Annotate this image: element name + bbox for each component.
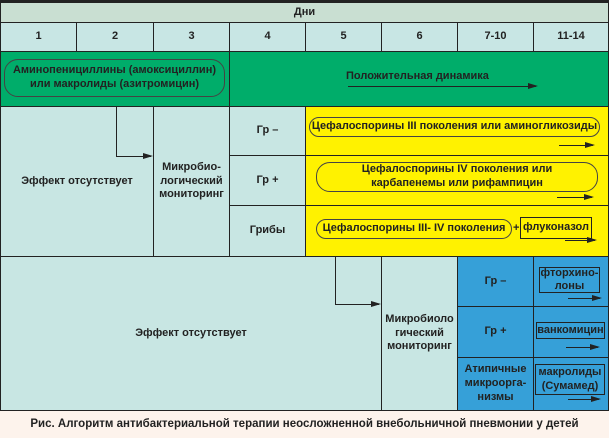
day-11-14: 11-14: [533, 22, 609, 52]
first-line-cell: [0, 51, 230, 107]
plus-sign: +: [513, 222, 520, 234]
day-7-10: 7-10: [457, 22, 534, 52]
group-gram-neg: Гр –: [229, 106, 306, 156]
fluconazole-box: флуконазол: [520, 217, 592, 239]
no-effect-cell-1: Эффект отсутствует: [0, 106, 154, 257]
day-5: 5: [305, 22, 382, 52]
therapy-macrolides: макролиды (Сумамед): [535, 364, 605, 395]
arrow-icon: [335, 301, 381, 307]
day-6: 6: [381, 22, 458, 52]
therapy-fluoroquinolones: фторхино-лоны: [539, 266, 600, 293]
day-4: 4: [229, 22, 306, 52]
day-1: 1: [0, 22, 77, 52]
therapy-vancomycin: ванкомицин: [536, 322, 605, 339]
therapy-gram-pos: Цефалоспорины IV поколения или карбапене…: [316, 162, 598, 192]
day-3: 3: [153, 22, 230, 52]
group-fungi: Грибы: [229, 205, 306, 257]
therapy-cell-atypical: [533, 357, 609, 411]
arrow-icon: [568, 295, 602, 301]
day-2: 2: [76, 22, 154, 52]
arrow-icon: [566, 344, 600, 350]
connector-line: [335, 257, 336, 304]
arrow-icon: [116, 153, 153, 159]
arrow-icon: [348, 83, 538, 89]
monitoring-cell-2: Микробиоло гический мониторинг: [381, 256, 458, 411]
monitoring-cell-1: Микробио-логический мониторинг: [153, 106, 230, 257]
first-line-therapy: Аминопенициллины (амоксициллин) или макр…: [4, 59, 225, 97]
arrow-icon: [568, 396, 601, 402]
group-gram-pos-2: Гр +: [457, 306, 534, 358]
connector-line: [116, 107, 117, 156]
arrow-icon: [565, 237, 597, 243]
group-atypical: Атипичные микроорга-низмы: [457, 357, 534, 411]
positive-dynamics-cell: [229, 51, 609, 107]
positive-dynamics-label: Положительная динамика: [346, 70, 489, 82]
therapy-fungi: Цефалоспорины III- IV поколения: [316, 219, 512, 239]
arrow-icon: [559, 142, 595, 148]
no-effect-cell-2: Эффект отсутствует: [0, 256, 382, 411]
days-header: Дни: [0, 0, 609, 23]
figure-caption: Рис. Алгоритм антибактериальной терапии …: [30, 418, 579, 430]
group-gram-pos: Гр +: [229, 155, 306, 206]
arrow-icon: [557, 194, 594, 200]
therapy-gram-neg: Цефалоспорины III поколения или аминогли…: [309, 117, 600, 137]
group-gram-neg-2: Гр –: [457, 256, 534, 307]
